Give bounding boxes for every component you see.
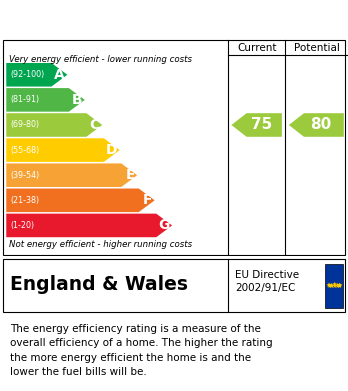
Text: ★: ★ — [337, 283, 343, 288]
Text: (39-54): (39-54) — [10, 171, 40, 180]
Polygon shape — [289, 113, 344, 137]
Text: 80: 80 — [310, 117, 332, 133]
Polygon shape — [6, 213, 172, 237]
Polygon shape — [6, 188, 155, 212]
Text: The energy efficiency rating is a measure of the
overall efficiency of a home. T: The energy efficiency rating is a measur… — [10, 324, 273, 377]
Text: England & Wales: England & Wales — [10, 275, 188, 294]
Text: A: A — [54, 68, 65, 82]
Text: ★: ★ — [336, 283, 342, 288]
Text: Very energy efficient - lower running costs: Very energy efficient - lower running co… — [9, 55, 192, 64]
Text: ★: ★ — [329, 282, 334, 287]
Text: ★: ★ — [326, 283, 332, 288]
Text: EU Directive
2002/91/EC: EU Directive 2002/91/EC — [235, 269, 299, 293]
Text: D: D — [106, 143, 117, 157]
Text: Current: Current — [237, 43, 276, 53]
Text: ★: ★ — [331, 282, 337, 287]
Text: ★: ★ — [336, 284, 342, 289]
Text: ★: ★ — [325, 283, 331, 288]
Bar — [325, 264, 343, 308]
Text: Energy Efficiency Rating: Energy Efficiency Rating — [10, 10, 239, 28]
Text: (1-20): (1-20) — [10, 221, 34, 230]
Text: 75: 75 — [251, 117, 272, 133]
Text: C: C — [90, 118, 100, 132]
Text: (81-91): (81-91) — [10, 95, 40, 104]
Polygon shape — [6, 138, 120, 162]
Text: B: B — [72, 93, 82, 107]
Text: ★: ★ — [331, 284, 337, 289]
Text: ★: ★ — [326, 284, 332, 289]
Text: (92-100): (92-100) — [10, 70, 45, 79]
Polygon shape — [6, 88, 85, 112]
Text: ★: ★ — [334, 282, 340, 287]
Polygon shape — [6, 63, 68, 86]
Text: (69-80): (69-80) — [10, 120, 40, 129]
Text: F: F — [143, 193, 152, 207]
Text: Potential: Potential — [294, 43, 340, 53]
Polygon shape — [231, 113, 282, 137]
Polygon shape — [6, 163, 137, 187]
Polygon shape — [6, 113, 102, 137]
Text: (21-38): (21-38) — [10, 196, 40, 205]
Text: (55-68): (55-68) — [10, 145, 40, 154]
Text: Not energy efficient - higher running costs: Not energy efficient - higher running co… — [9, 240, 192, 249]
Text: E: E — [125, 168, 135, 182]
Text: G: G — [158, 219, 170, 232]
Text: ★: ★ — [329, 284, 334, 289]
Text: ★: ★ — [334, 284, 340, 289]
